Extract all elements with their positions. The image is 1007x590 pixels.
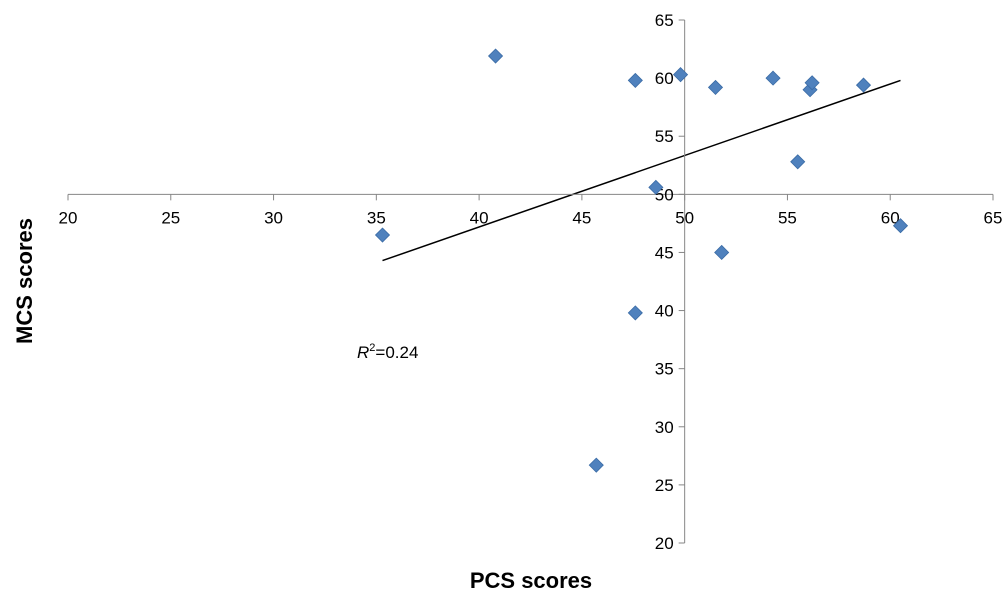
x-tick-label: 45 — [572, 208, 591, 227]
x-tick-label: 50 — [675, 208, 694, 227]
data-point — [765, 70, 781, 86]
y-tick-label: 30 — [655, 418, 674, 437]
r-squared-value: =0.24 — [375, 343, 418, 362]
data-point — [790, 154, 806, 170]
y-axis-title: MCS scores — [12, 218, 37, 344]
x-tick-label: 25 — [161, 208, 180, 227]
data-point — [627, 72, 643, 89]
data-point — [672, 67, 689, 83]
trendline-layer — [382, 79, 901, 262]
y-tick-label: 35 — [655, 360, 674, 379]
data-point — [588, 457, 604, 473]
y-tick-label: 20 — [655, 534, 674, 553]
y-tick-label: 65 — [655, 11, 674, 30]
x-tick-label: 40 — [470, 208, 489, 227]
r-squared-italic: R — [357, 343, 369, 362]
y-tick-label: 45 — [655, 243, 674, 262]
data-point — [892, 218, 909, 234]
data-point — [855, 77, 872, 93]
trendline — [382, 79, 901, 262]
y-tick-label: 40 — [655, 302, 674, 321]
x-axis-title: PCS scores — [470, 568, 592, 590]
data-point — [804, 75, 820, 91]
data-point — [627, 305, 643, 321]
data-point — [648, 179, 664, 195]
x-tick-label: 20 — [59, 208, 78, 227]
y-tick-label: 25 — [655, 476, 674, 495]
axes-layer — [68, 20, 993, 543]
data-point — [374, 227, 391, 243]
r-squared-annotation: R2=0.24 — [357, 342, 418, 362]
data-point — [707, 79, 724, 95]
points-layer — [374, 48, 909, 473]
y-tick-label: 55 — [655, 127, 674, 146]
data-point — [487, 48, 504, 64]
x-tick-label: 65 — [984, 208, 1003, 227]
y-tick-label: 60 — [655, 69, 674, 88]
x-tick-label: 55 — [778, 208, 797, 227]
data-point — [714, 244, 730, 261]
x-tick-label: 60 — [881, 208, 900, 227]
x-tick-label: 30 — [264, 208, 283, 227]
r-squared-superscript: 2 — [369, 342, 375, 354]
x-tick-label: 35 — [367, 208, 386, 227]
